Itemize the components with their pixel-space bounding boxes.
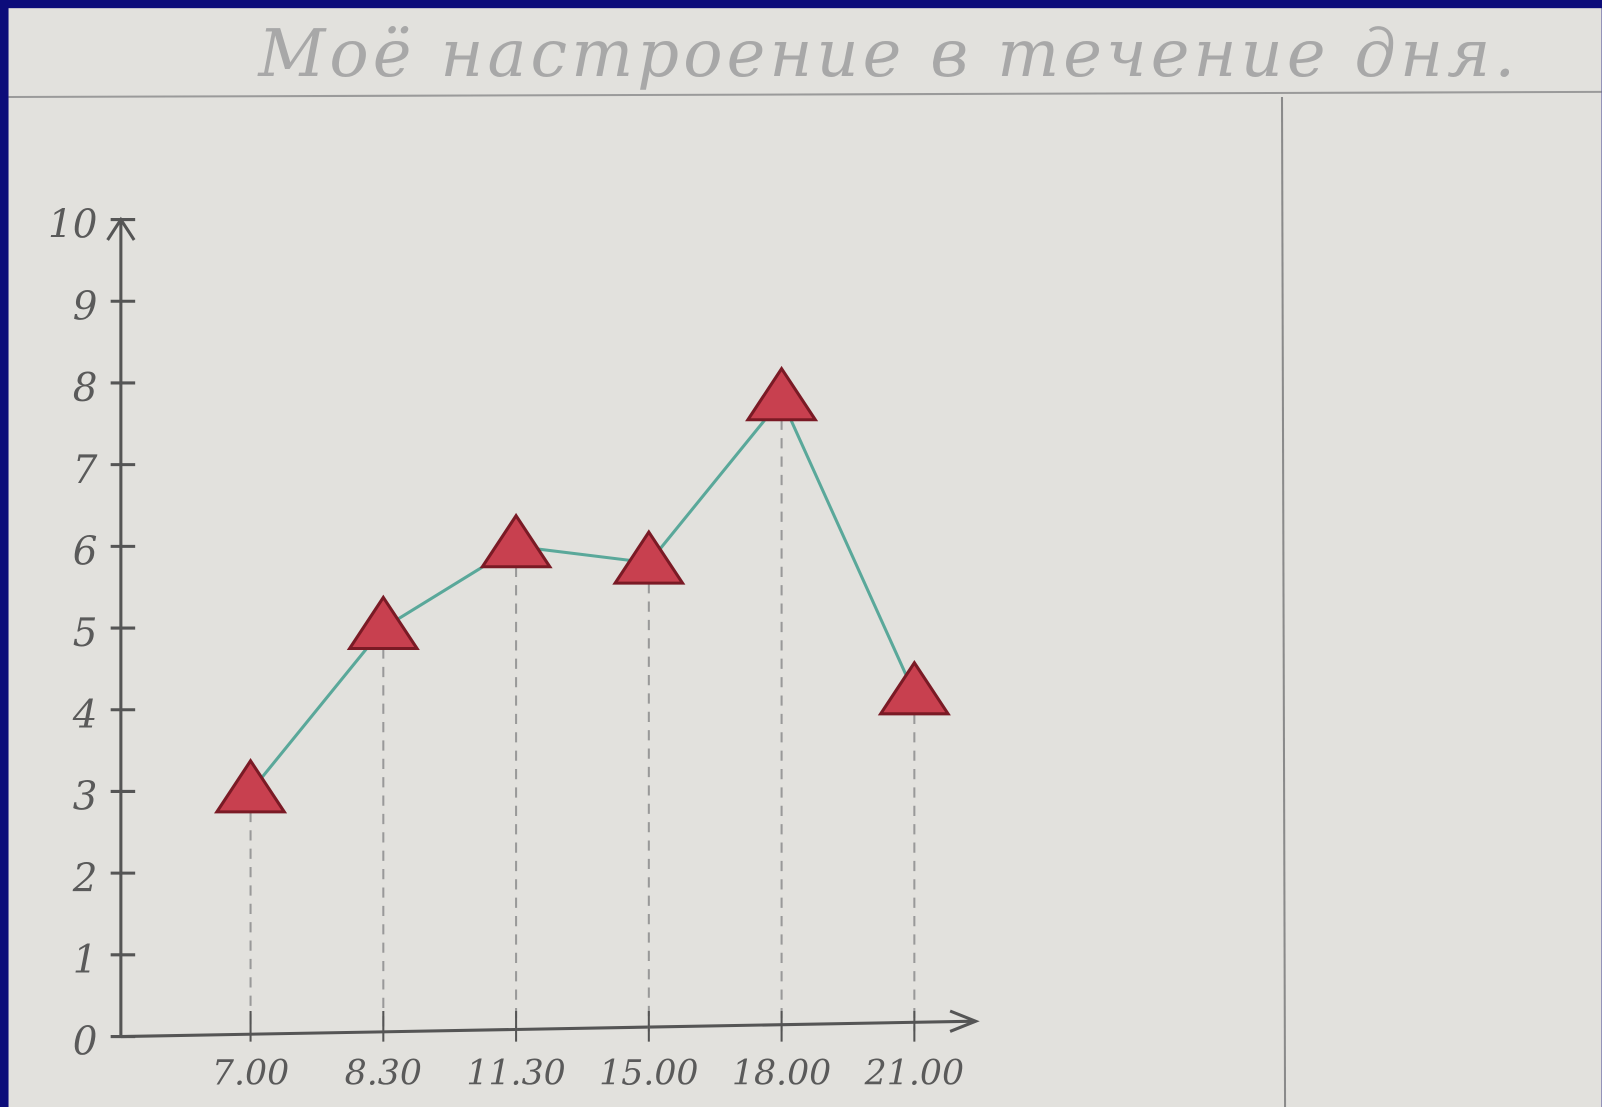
- x-tick-label: 18.00: [732, 1053, 831, 1093]
- y-tick-label: 8: [73, 366, 98, 411]
- title-rule: [8, 90, 1602, 99]
- x-tick-label: 15.00: [599, 1053, 698, 1093]
- x-tick-label: 7.00: [212, 1053, 289, 1093]
- mood-line: [249, 396, 916, 793]
- x-tick-label: 8.30: [345, 1053, 422, 1093]
- y-tick-label: 2: [72, 856, 98, 901]
- y-tick-label: 6: [73, 530, 98, 575]
- y-tick-label: 10: [48, 203, 97, 248]
- marker: [612, 529, 686, 585]
- marker: [346, 594, 420, 651]
- y-tick-label: 5: [73, 611, 98, 656]
- x-tick-label: 11.30: [466, 1053, 565, 1093]
- y-tick-label: 3: [73, 775, 98, 820]
- margin-line: [1280, 97, 1287, 1107]
- y-tick-label: 9: [73, 284, 98, 329]
- marker: [214, 758, 288, 814]
- marker: [479, 512, 553, 569]
- x-tick-label: 21.00: [864, 1053, 964, 1093]
- y-tick-label: 7: [73, 448, 98, 493]
- x-arrow: [949, 1009, 980, 1033]
- chart-title: Моё настроение в течение дня.: [257, 16, 1519, 92]
- y-tick-label: 1: [73, 938, 98, 983]
- x-axis: [120, 1019, 976, 1039]
- y-tick-label: 4: [72, 693, 98, 738]
- marker: [877, 659, 951, 716]
- paper: [8, 8, 1602, 1107]
- y-tick-label: 0: [73, 1020, 98, 1065]
- marker: [745, 365, 819, 422]
